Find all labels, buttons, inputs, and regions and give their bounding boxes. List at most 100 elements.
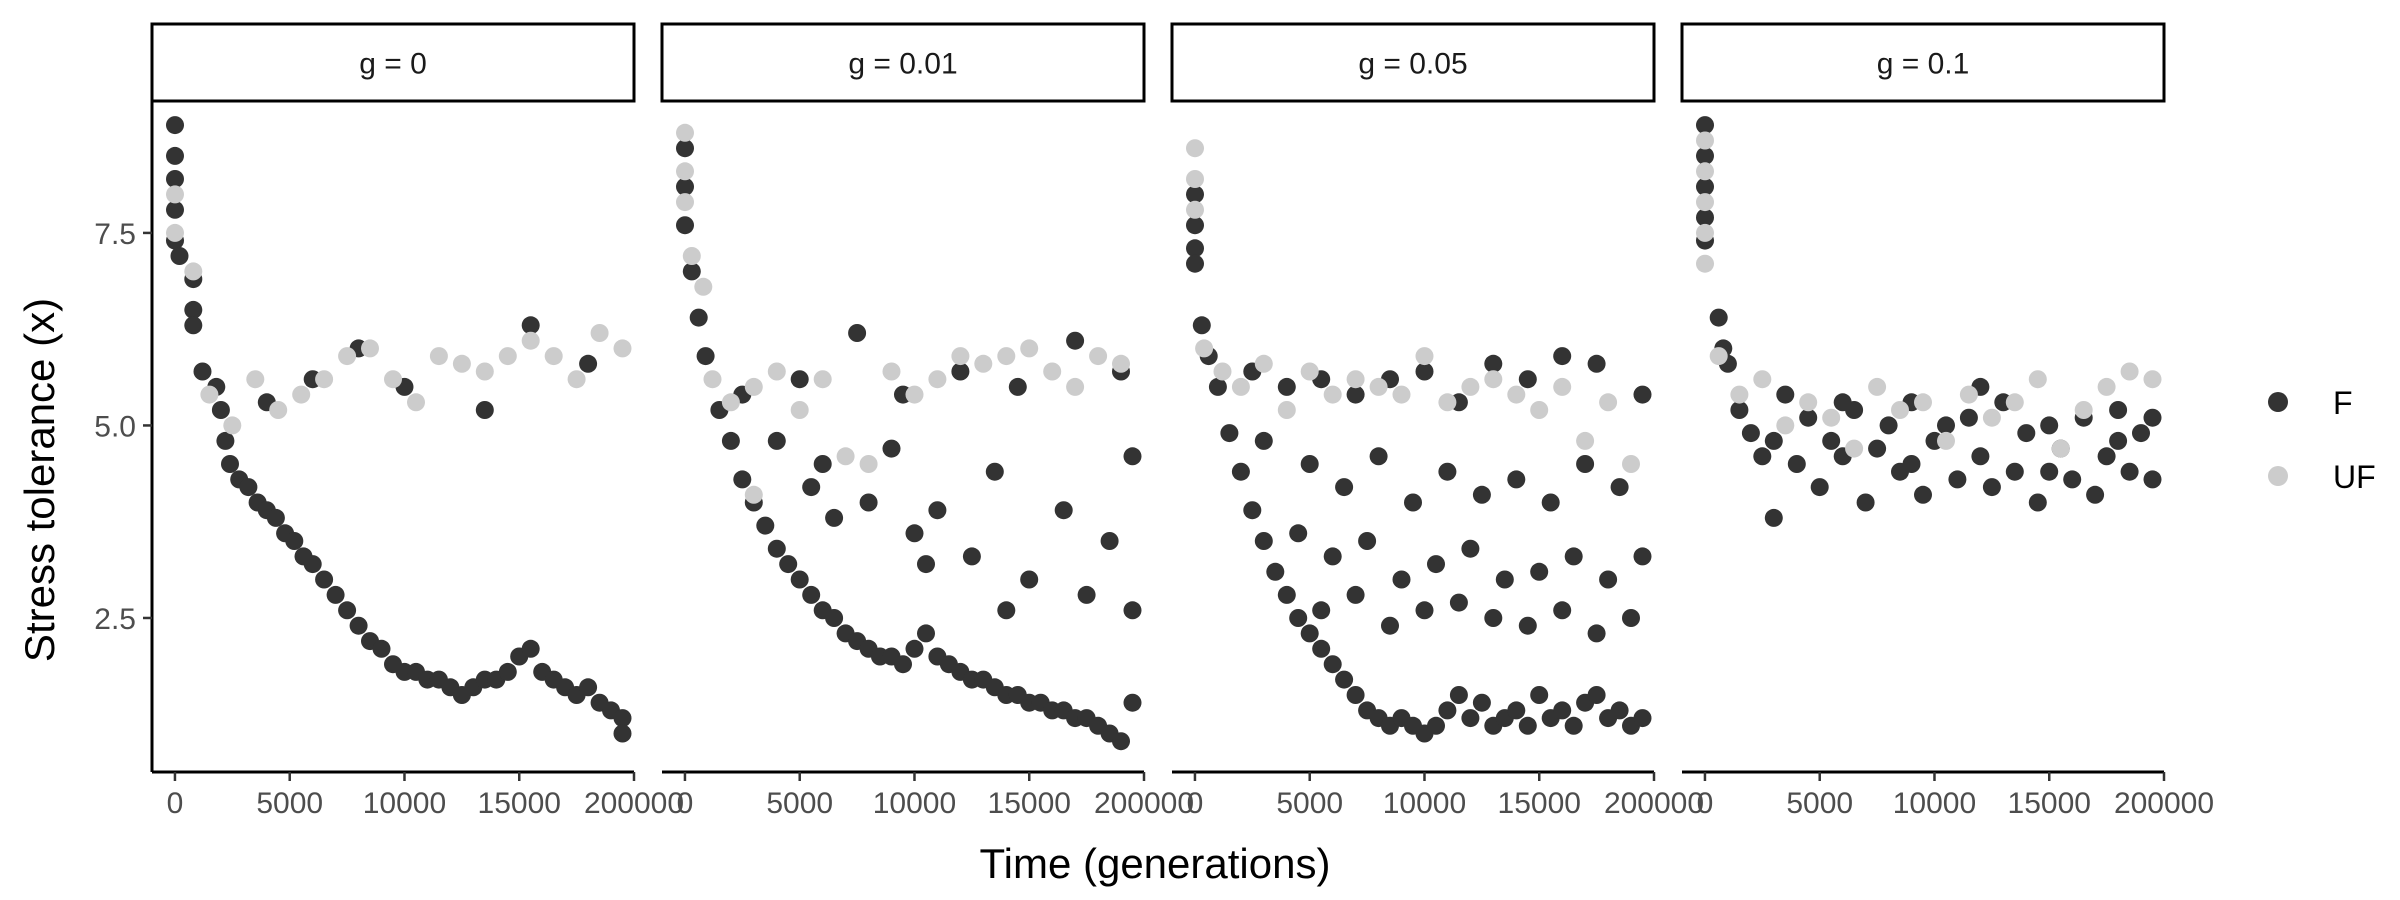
data-point-uf — [2143, 370, 2162, 389]
data-point-f — [882, 439, 901, 458]
data-point-f — [676, 139, 694, 158]
data-point-f — [193, 362, 212, 381]
data-point-uf — [2005, 393, 2024, 412]
data-point-f — [1914, 485, 1932, 504]
data-point-f — [1753, 447, 1772, 466]
data-point-uf — [1186, 200, 1204, 219]
data-point-f — [1300, 624, 1319, 643]
data-point-f — [1587, 686, 1606, 704]
data-point-f — [905, 639, 924, 658]
data-point-f — [1277, 585, 1296, 604]
data-point-uf — [2120, 362, 2139, 381]
data-point-uf — [292, 385, 311, 404]
data-point-f — [1764, 508, 1783, 527]
data-point-f — [1484, 609, 1503, 627]
data-point-f — [338, 601, 357, 620]
data-point-f — [997, 601, 1016, 620]
data-point-uf — [223, 416, 242, 435]
x-axis-title: Time (generations) — [980, 840, 1331, 887]
data-point-f — [1959, 408, 1978, 427]
data-point-f — [859, 493, 878, 512]
data-point-uf — [721, 393, 740, 412]
data-point-f — [1564, 716, 1583, 735]
data-point-f — [1100, 532, 1119, 550]
data-point-uf — [166, 185, 184, 204]
x-tick-label: 5000 — [256, 787, 323, 820]
data-point-uf — [676, 123, 694, 142]
data-point-f — [1741, 424, 1760, 443]
data-point-f — [2040, 462, 2059, 481]
data-point-f — [756, 516, 775, 535]
data-point-uf — [498, 347, 517, 366]
x-tick-label: 200000 — [584, 787, 684, 820]
data-point-f — [1937, 416, 1955, 435]
data-point-f — [521, 316, 540, 335]
data-point-f — [848, 324, 867, 342]
data-point-uf — [544, 347, 563, 366]
data-point-f — [1186, 239, 1204, 258]
data-point-f — [372, 639, 391, 658]
data-point-uf — [1730, 385, 1749, 404]
facet-strip-label: g = 0.1 — [1877, 48, 1970, 81]
data-point-f — [1346, 385, 1365, 404]
data-point-uf — [790, 401, 809, 419]
data-point-f — [2040, 416, 2059, 435]
data-point-uf — [1696, 223, 1714, 242]
data-point-f — [1518, 716, 1537, 735]
data-point-uf — [521, 331, 540, 350]
data-point-f — [1208, 377, 1227, 396]
data-point-f — [2120, 462, 2139, 481]
data-point-uf — [1822, 408, 1841, 427]
data-point-f — [184, 316, 203, 335]
data-point-f — [1576, 455, 1595, 473]
facet-panel: g = 0.1 0 5000 10000 15000 200000 — [1680, 22, 2214, 820]
data-point-f — [1231, 462, 1250, 481]
data-point-uf — [703, 370, 722, 389]
data-point-f — [1369, 447, 1388, 466]
data-point-f — [221, 455, 239, 473]
data-point-uf — [200, 385, 219, 404]
data-point-uf — [590, 324, 609, 342]
x-tick-label: 10000 — [1893, 787, 1976, 820]
data-point-uf — [1415, 347, 1434, 366]
facet-panel: g = 0.05 0 5000 10000 15000 200000 — [1170, 22, 1704, 820]
data-point-f — [1587, 354, 1606, 373]
facet-strip — [1170, 22, 1656, 103]
data-point-uf — [1231, 377, 1250, 396]
data-point-f — [1495, 570, 1514, 589]
x-tick-label: 15000 — [1498, 787, 1581, 820]
data-point-uf — [1461, 377, 1480, 396]
x-tick-label: 200000 — [2114, 787, 2214, 820]
data-point-f — [326, 585, 345, 604]
data-point-f — [184, 300, 203, 319]
data-point-f — [2109, 401, 2128, 419]
data-point-f — [1254, 431, 1273, 450]
data-point-uf — [1891, 401, 1909, 419]
data-point-uf — [338, 347, 357, 366]
data-point-uf — [1300, 362, 1319, 381]
data-point-f — [825, 508, 844, 527]
data-point-f — [1868, 439, 1887, 458]
data-point-uf — [676, 193, 694, 212]
data-point-f — [2143, 470, 2162, 489]
data-point-uf — [744, 377, 763, 396]
data-point-f — [2132, 424, 2150, 443]
data-point-f — [1020, 570, 1039, 589]
data-point-uf — [452, 354, 471, 373]
data-point-f — [1312, 639, 1331, 658]
data-point-f — [613, 709, 632, 728]
data-point-f — [1948, 470, 1967, 489]
data-point-f — [1587, 624, 1606, 643]
x-tick-label: 0 — [1187, 787, 1204, 820]
data-point-uf — [1254, 354, 1273, 373]
data-point-uf — [997, 347, 1016, 366]
data-point-uf — [905, 385, 924, 404]
data-point-f — [2097, 447, 2116, 466]
data-point-uf — [1043, 362, 1062, 381]
data-point-f — [1484, 354, 1503, 373]
data-point-uf — [1213, 362, 1232, 381]
facet-panel: g = 0.01 0 5000 10000 15000 200000 — [660, 22, 1194, 820]
data-point-f — [2109, 431, 2128, 450]
legend-key-uf — [2268, 466, 2288, 486]
data-point-uf — [429, 347, 448, 366]
